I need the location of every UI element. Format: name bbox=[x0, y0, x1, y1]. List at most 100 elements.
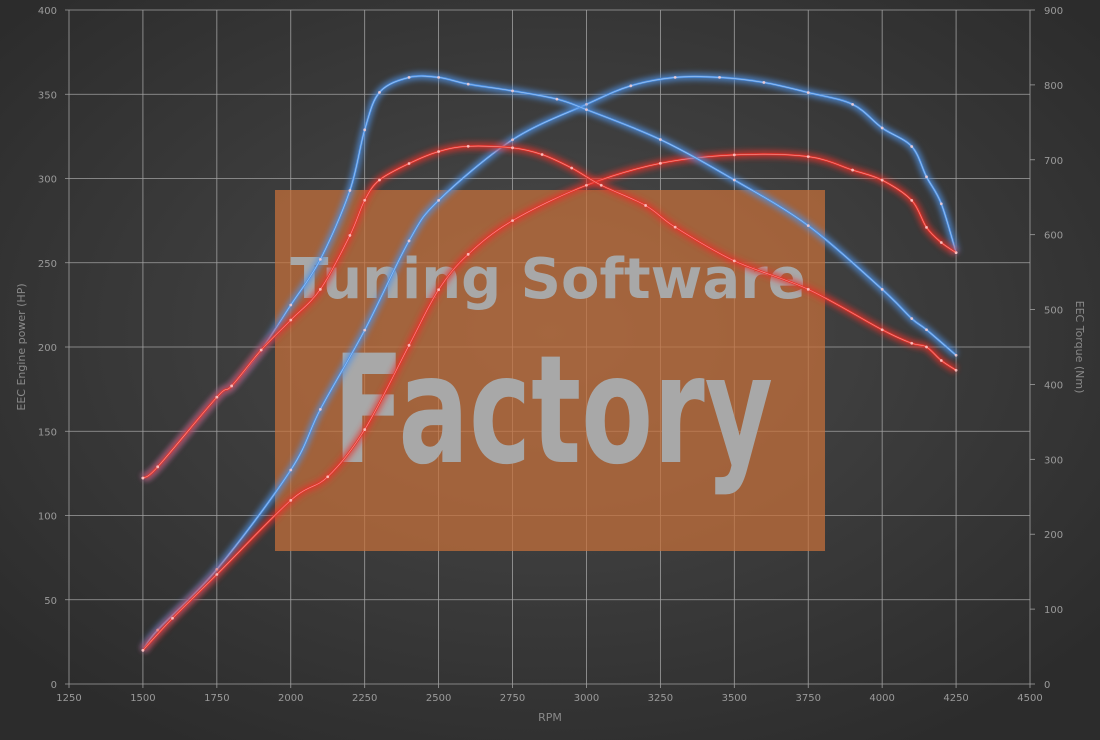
data-point bbox=[555, 97, 559, 101]
data-point bbox=[407, 76, 411, 79]
data-point bbox=[466, 252, 470, 256]
y-left-tick-label: 100 bbox=[38, 512, 57, 523]
data-point bbox=[259, 348, 263, 352]
data-point bbox=[215, 395, 219, 399]
y-left-tick-label: 350 bbox=[38, 90, 57, 101]
data-point bbox=[407, 162, 411, 165]
data-point bbox=[363, 328, 367, 332]
data-point bbox=[540, 153, 544, 156]
y-left-tick-label: 0 bbox=[51, 680, 57, 691]
series-blue-power bbox=[139, 73, 960, 653]
y-left-tick-label: 300 bbox=[38, 175, 57, 186]
data-point bbox=[511, 138, 514, 142]
data-point bbox=[925, 175, 928, 179]
data-point bbox=[230, 384, 234, 388]
data-point bbox=[585, 183, 588, 187]
y-right-tick-label: 0 bbox=[1044, 680, 1050, 691]
data-point bbox=[910, 145, 914, 148]
data-point bbox=[378, 90, 381, 94]
tick-labels: 1250 1500 1750 2000 2250 2500 2750 3000 3250 3500… bbox=[38, 6, 1063, 704]
y-right-tick-label: 500 bbox=[1044, 306, 1063, 317]
x-tick-label: 4250 bbox=[943, 693, 968, 704]
data-point bbox=[880, 287, 884, 291]
data-point bbox=[378, 178, 381, 182]
x-tick-label: 3250 bbox=[648, 693, 673, 704]
data-point bbox=[171, 616, 174, 620]
data-point bbox=[939, 241, 943, 244]
watermark-box bbox=[275, 190, 825, 551]
y-right-tick-label: 600 bbox=[1044, 231, 1063, 242]
data-point bbox=[910, 341, 914, 345]
data-point bbox=[954, 353, 958, 357]
data-point bbox=[673, 225, 677, 229]
data-point bbox=[673, 76, 677, 79]
data-point bbox=[437, 76, 441, 79]
data-point bbox=[718, 76, 721, 79]
data-point bbox=[407, 239, 411, 243]
data-point bbox=[437, 150, 441, 153]
y-left-tick-label: 200 bbox=[38, 343, 57, 354]
y-right-tick-label: 100 bbox=[1044, 605, 1063, 616]
series-red-torque bbox=[140, 142, 959, 482]
data-point bbox=[925, 345, 928, 349]
x-tick-label: 2250 bbox=[352, 693, 377, 704]
data-point bbox=[363, 128, 367, 132]
data-point bbox=[289, 468, 293, 472]
x-tick-label: 1500 bbox=[130, 693, 155, 704]
data-point bbox=[511, 89, 514, 93]
data-point bbox=[925, 225, 928, 229]
data-point bbox=[318, 257, 322, 261]
y-left-tick-label: 50 bbox=[44, 596, 57, 607]
data-point bbox=[363, 428, 367, 431]
y-right-tick-label: 200 bbox=[1044, 530, 1063, 541]
data-point bbox=[466, 144, 470, 148]
data-point bbox=[925, 328, 928, 332]
y-left-tick-label: 150 bbox=[38, 427, 57, 438]
data-point bbox=[437, 199, 441, 202]
data-point bbox=[215, 573, 219, 576]
data-point bbox=[806, 91, 810, 94]
data-point bbox=[732, 259, 736, 263]
data-point bbox=[880, 178, 884, 182]
data-point bbox=[289, 318, 293, 322]
watermark-line2: Factory bbox=[333, 324, 773, 498]
x-tick-label: 2000 bbox=[278, 693, 303, 704]
data-point bbox=[363, 198, 367, 202]
y-right-tick-label: 700 bbox=[1044, 156, 1063, 167]
data-point bbox=[658, 138, 662, 141]
data-point bbox=[954, 368, 958, 372]
data-point bbox=[289, 498, 293, 502]
data-point bbox=[762, 81, 766, 84]
x-tick-label: 3500 bbox=[722, 693, 747, 704]
x-tick-label: 2500 bbox=[426, 693, 451, 704]
x-tick-label: 1750 bbox=[204, 693, 229, 704]
data-point bbox=[141, 648, 145, 652]
data-point bbox=[644, 204, 647, 207]
data-point bbox=[599, 183, 603, 187]
data-point bbox=[585, 102, 588, 106]
y-right-tick-label: 800 bbox=[1044, 81, 1063, 92]
data-point bbox=[910, 317, 914, 320]
data-point bbox=[910, 199, 914, 202]
data-point bbox=[511, 146, 514, 150]
data-point bbox=[806, 155, 810, 158]
data-point bbox=[851, 102, 854, 106]
data-point bbox=[141, 476, 145, 480]
data-point bbox=[732, 178, 736, 182]
data-point bbox=[851, 168, 854, 172]
y-left-tick-label: 250 bbox=[38, 259, 57, 270]
data-point bbox=[880, 126, 884, 130]
data-point bbox=[806, 224, 810, 228]
y-right-tick-label: 900 bbox=[1044, 6, 1063, 17]
y-left-tick-label: 400 bbox=[38, 6, 57, 17]
data-point bbox=[348, 189, 352, 192]
data-point bbox=[437, 288, 441, 292]
data-point bbox=[466, 82, 470, 86]
series-group bbox=[139, 72, 960, 653]
x-tick-label: 2750 bbox=[500, 693, 525, 704]
data-point bbox=[629, 84, 633, 88]
x-tick-label: 3750 bbox=[796, 693, 821, 704]
series-red-power bbox=[140, 150, 959, 653]
data-point bbox=[570, 166, 574, 170]
